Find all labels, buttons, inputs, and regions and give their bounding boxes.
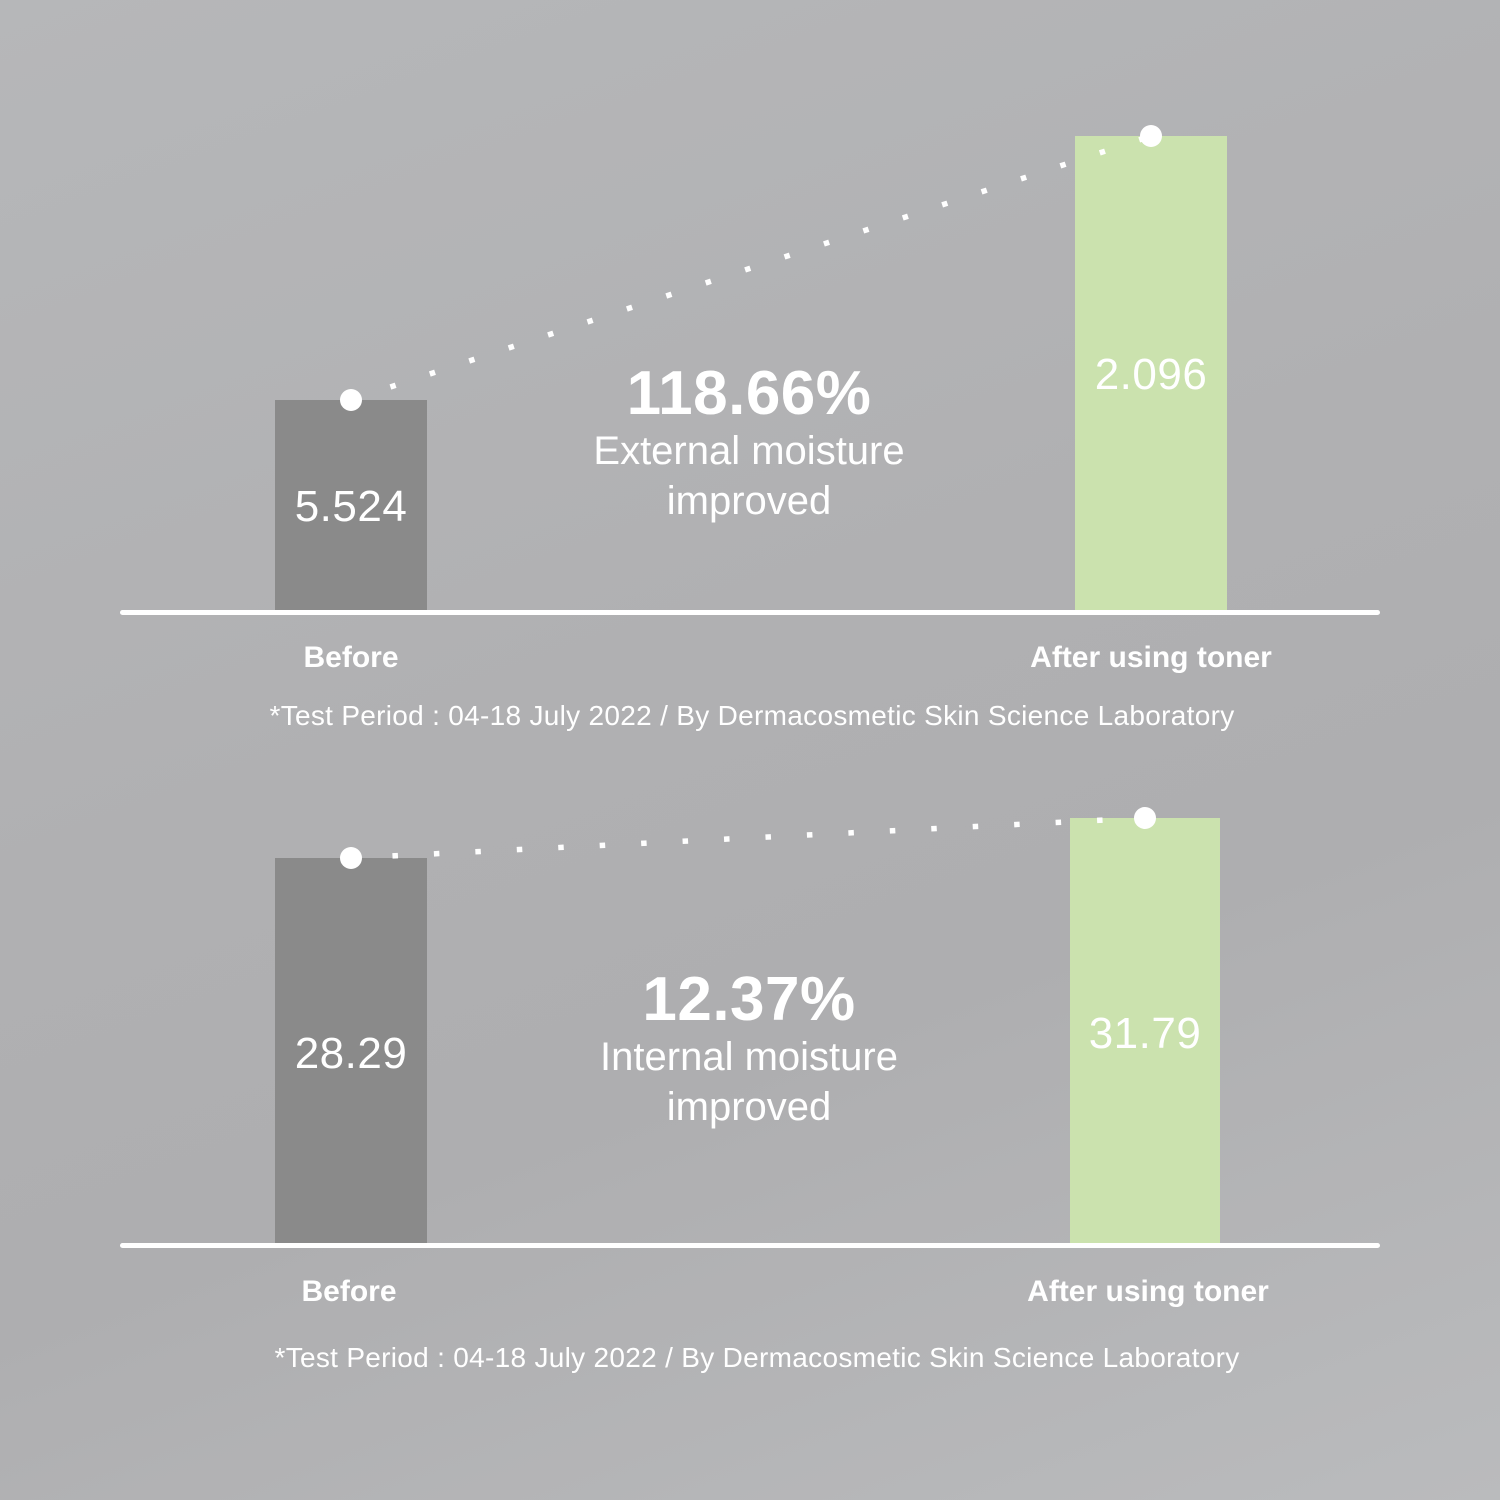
test-period-footnote: *Test Period : 04-18 July 2022 / By Derm… bbox=[274, 1342, 1240, 1373]
before-bar bbox=[275, 858, 427, 1246]
before-bar-value: 28.29 bbox=[294, 1029, 408, 1078]
baseline bbox=[120, 610, 1380, 615]
before-bar-value: 5.524 bbox=[294, 482, 408, 531]
after-bar-value: 31.79 bbox=[1088, 1009, 1202, 1058]
improvement-caption-line1: Internal moisture bbox=[600, 1035, 898, 1079]
after-category-label: After using toner bbox=[1027, 1275, 1269, 1308]
improvement-percent: 12.37% bbox=[642, 965, 856, 1034]
baseline bbox=[120, 1243, 1380, 1248]
improvement-annotation: 118.66% External moisture improved bbox=[593, 362, 904, 526]
before-category-label: Before bbox=[301, 1275, 397, 1308]
after-bar-value: 2.096 bbox=[1094, 350, 1208, 399]
trend-dotted-line bbox=[350, 815, 1146, 861]
before-bar bbox=[275, 400, 427, 613]
improvement-percent: 118.66% bbox=[626, 359, 872, 428]
improvement-caption-line2: improved bbox=[666, 1085, 832, 1129]
after-bar bbox=[1070, 818, 1220, 1246]
improvement-caption-line1: External moisture bbox=[593, 429, 905, 473]
improvement-caption-line2: improved bbox=[666, 479, 832, 523]
before-category-label: Before bbox=[303, 641, 399, 674]
test-period-footnote: *Test Period : 04-18 July 2022 / By Derm… bbox=[269, 700, 1235, 731]
improvement-annotation: 12.37% Internal moisture improved bbox=[600, 968, 898, 1132]
after-category-label: After using toner bbox=[1030, 641, 1272, 674]
